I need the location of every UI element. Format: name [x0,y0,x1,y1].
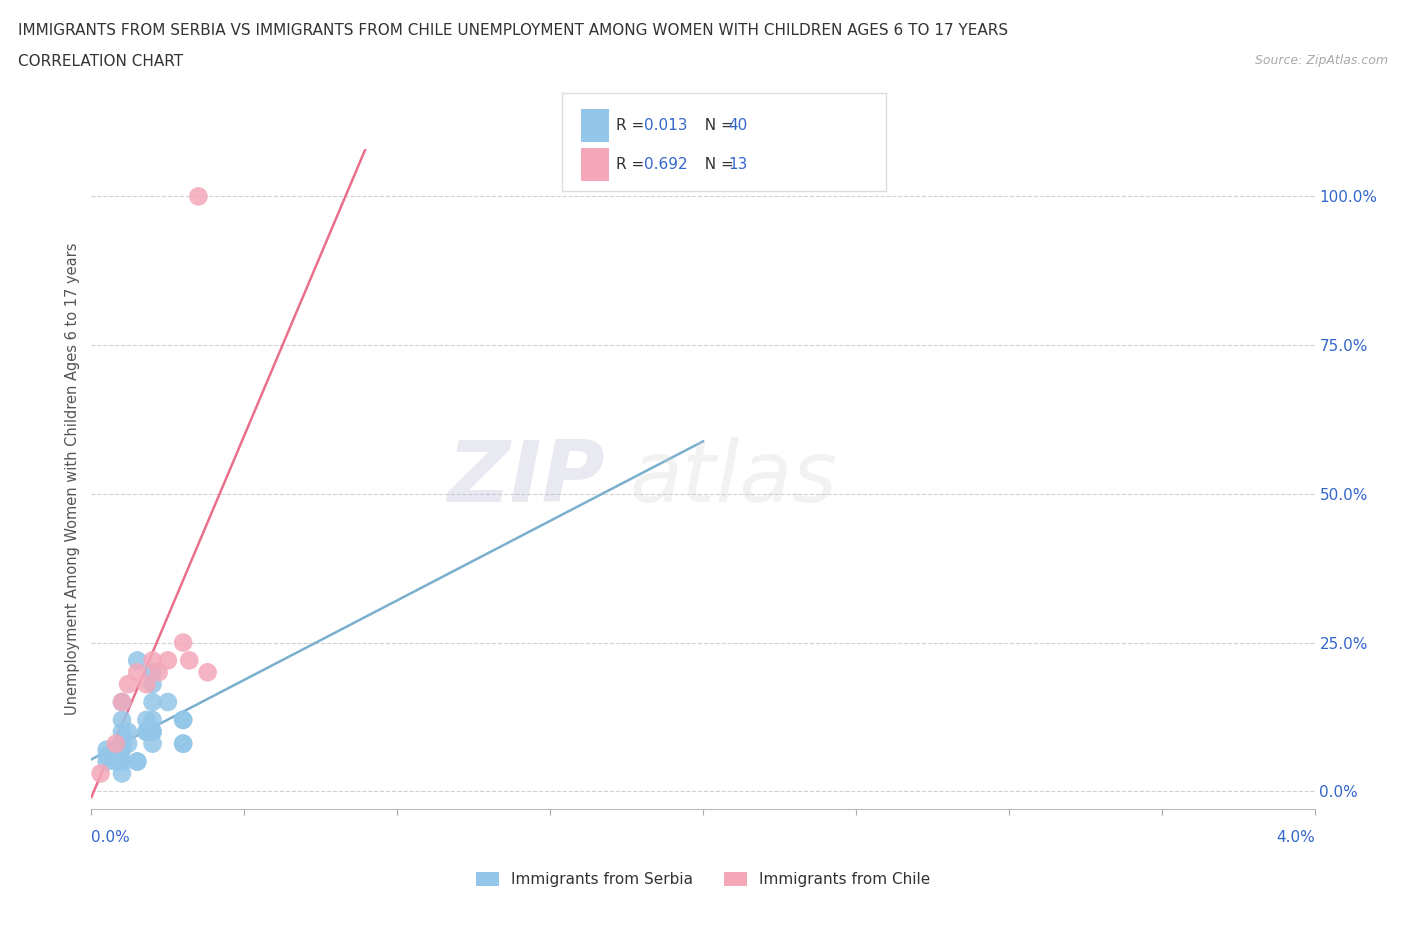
Y-axis label: Unemployment Among Women with Children Ages 6 to 17 years: Unemployment Among Women with Children A… [65,243,80,715]
Text: R =: R = [616,157,650,172]
Text: 4.0%: 4.0% [1275,830,1315,844]
Point [127,754,149,769]
Point [117,724,139,739]
Point [117,737,139,751]
Point [96,754,118,769]
Point [111,766,134,781]
Point [111,724,134,739]
Text: 40: 40 [728,118,748,133]
Point [111,742,134,757]
Point [111,742,134,757]
Legend: Immigrants from Serbia, Immigrants from Chile: Immigrants from Serbia, Immigrants from … [477,872,929,887]
Point [141,677,163,692]
Point [104,737,127,751]
Point [104,748,127,763]
Point [141,724,163,739]
Point [96,748,118,763]
Point [141,695,163,710]
Point [96,742,118,757]
Point [172,737,194,751]
Point [111,695,134,710]
Point [111,737,134,751]
Point [135,712,157,727]
Point [111,754,134,769]
Text: 13: 13 [728,157,748,172]
Point [127,754,149,769]
Point [141,737,163,751]
Text: N =: N = [695,157,738,172]
Point [111,754,134,769]
Text: CORRELATION CHART: CORRELATION CHART [18,54,183,69]
Point [172,737,194,751]
Text: 0.692: 0.692 [644,157,688,172]
Point [141,665,163,680]
Point [172,635,194,650]
Point [135,724,157,739]
Point [141,724,163,739]
Point [187,189,209,204]
Point [117,677,139,692]
Text: Source: ZipAtlas.com: Source: ZipAtlas.com [1254,54,1388,67]
Point [141,724,163,739]
Point [172,712,194,727]
Point [141,712,163,727]
Point [104,742,127,757]
Point [111,737,134,751]
Point [111,737,134,751]
Point [135,724,157,739]
Point [111,754,134,769]
Point [141,653,163,668]
Point [111,695,134,710]
Text: ZIP: ZIP [447,437,605,521]
Text: 0.013: 0.013 [644,118,688,133]
Point [156,653,179,668]
Point [148,665,170,680]
Point [127,653,149,668]
Point [111,712,134,727]
Text: R =: R = [616,118,650,133]
Text: IMMIGRANTS FROM SERBIA VS IMMIGRANTS FROM CHILE UNEMPLOYMENT AMONG WOMEN WITH CH: IMMIGRANTS FROM SERBIA VS IMMIGRANTS FRO… [18,23,1008,38]
Point [197,665,219,680]
Text: atlas: atlas [630,437,838,521]
Point [111,754,134,769]
Point [104,754,127,769]
Point [179,653,201,668]
Point [127,665,149,680]
Text: N =: N = [695,118,738,133]
Point [172,712,194,727]
Point [90,766,112,781]
Text: 0.0%: 0.0% [91,830,131,844]
Point [156,695,179,710]
Point [135,677,157,692]
